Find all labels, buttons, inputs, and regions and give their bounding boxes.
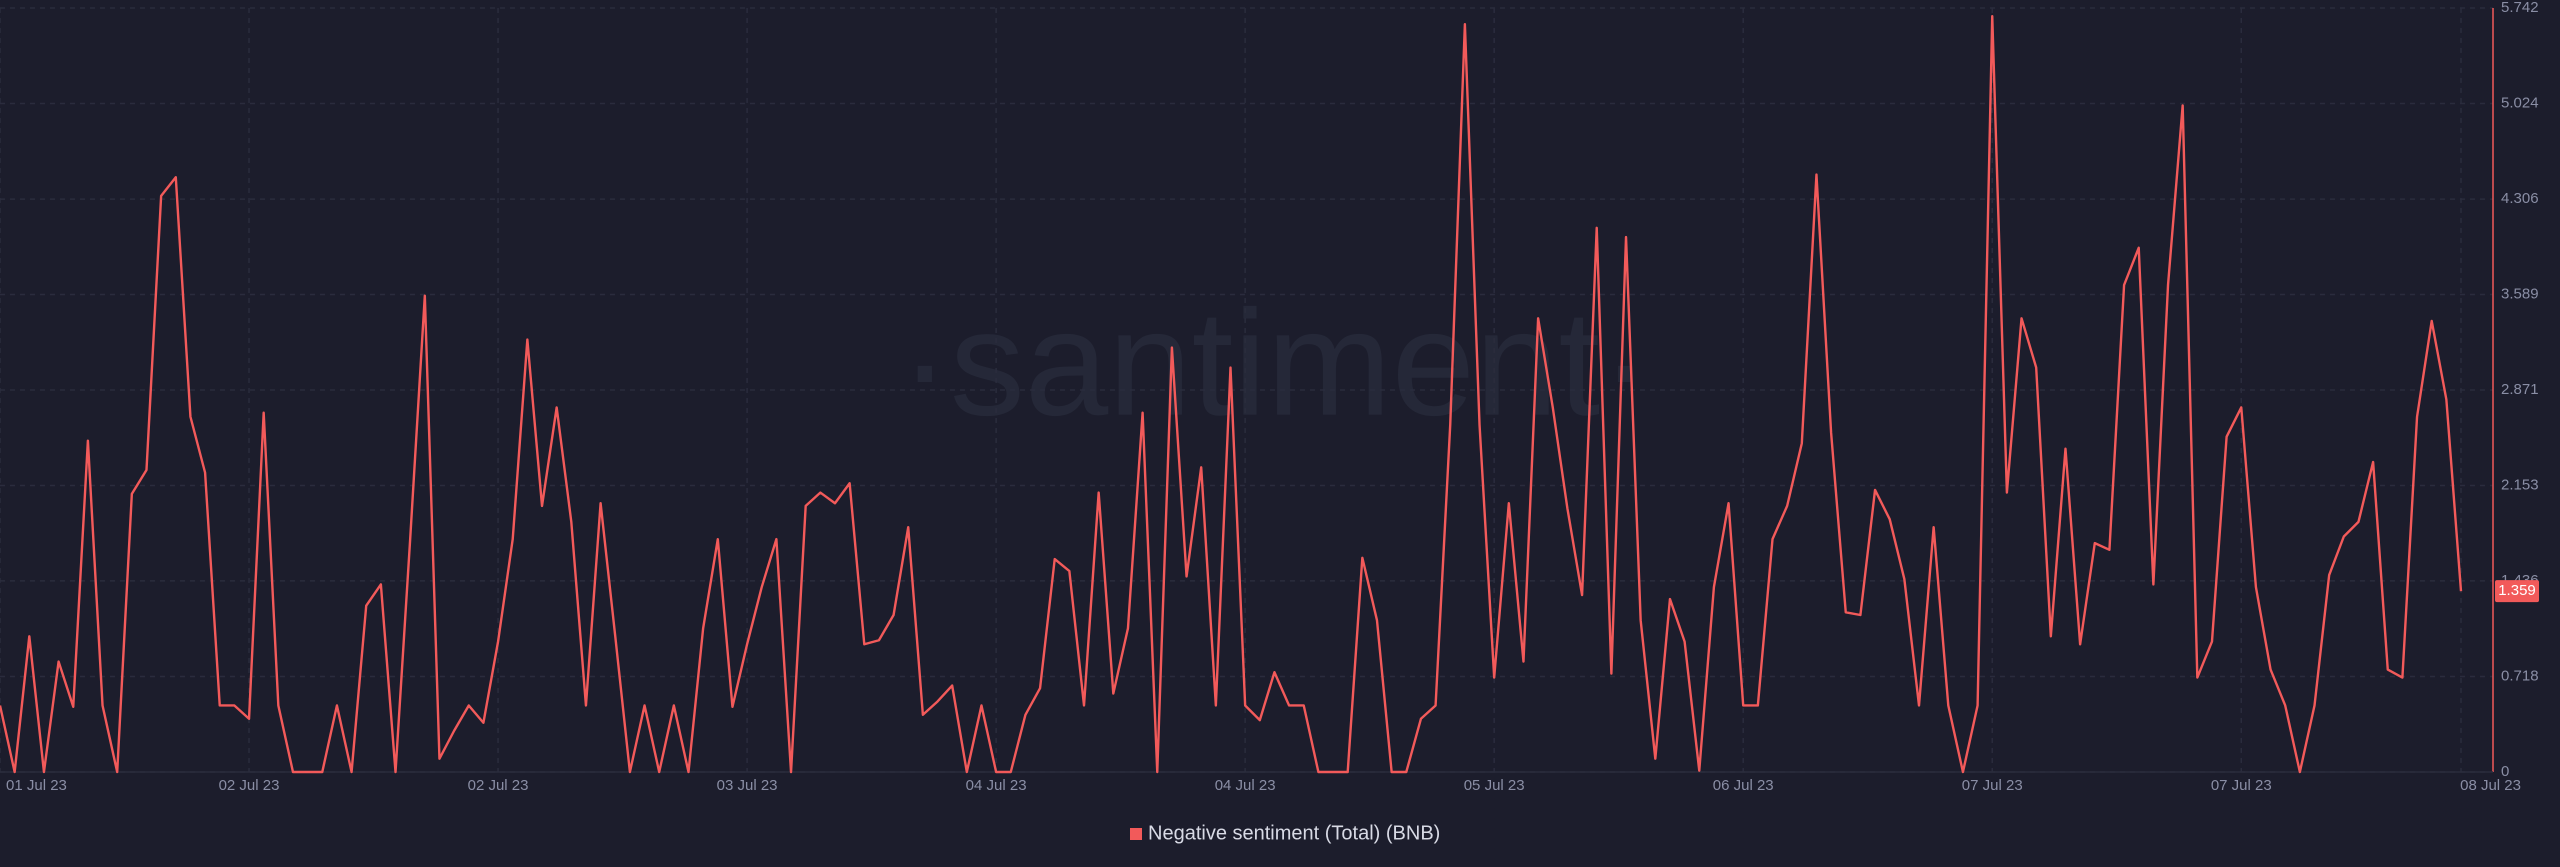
x-tick-label: 05 Jul 23	[1464, 777, 1525, 794]
x-tick-label: 07 Jul 23	[2211, 777, 2272, 794]
y-tick-label: 5.024	[2501, 95, 2539, 112]
x-tick-label: 03 Jul 23	[717, 777, 778, 794]
x-tick-label: 04 Jul 23	[1215, 777, 1276, 794]
y-tick-label: 3.589	[2501, 285, 2539, 302]
y-tick-label: 2.153	[2501, 477, 2539, 494]
y-tick-label: 0.718	[2501, 667, 2539, 684]
legend-swatch	[1130, 828, 1142, 840]
last-value-label: 1.359	[2498, 582, 2536, 599]
y-tick-label: 4.306	[2501, 190, 2539, 207]
legend-item[interactable]: Negative sentiment (Total) (BNB)	[1130, 822, 1440, 844]
legend-label: Negative sentiment (Total) (BNB)	[1148, 822, 1440, 844]
x-tick-label: 07 Jul 23	[1962, 777, 2023, 794]
x-tick-label: 06 Jul 23	[1713, 777, 1774, 794]
x-tick-label: 02 Jul 23	[468, 777, 529, 794]
x-tick-label: 08 Jul 23	[2460, 777, 2521, 794]
y-tick-label: 5.742	[2501, 0, 2539, 16]
y-tick-label: 0	[2501, 763, 2509, 780]
data-line	[0, 15, 2463, 774]
x-tick-label: 01 Jul 23	[6, 777, 67, 794]
x-tick-label: 04 Jul 23	[966, 777, 1027, 794]
y-tick-label: 2.871	[2501, 381, 2539, 398]
x-tick-label: 02 Jul 23	[219, 777, 280, 794]
watermark: ·santiment·	[900, 279, 1650, 447]
last-value-box	[2495, 580, 2539, 603]
